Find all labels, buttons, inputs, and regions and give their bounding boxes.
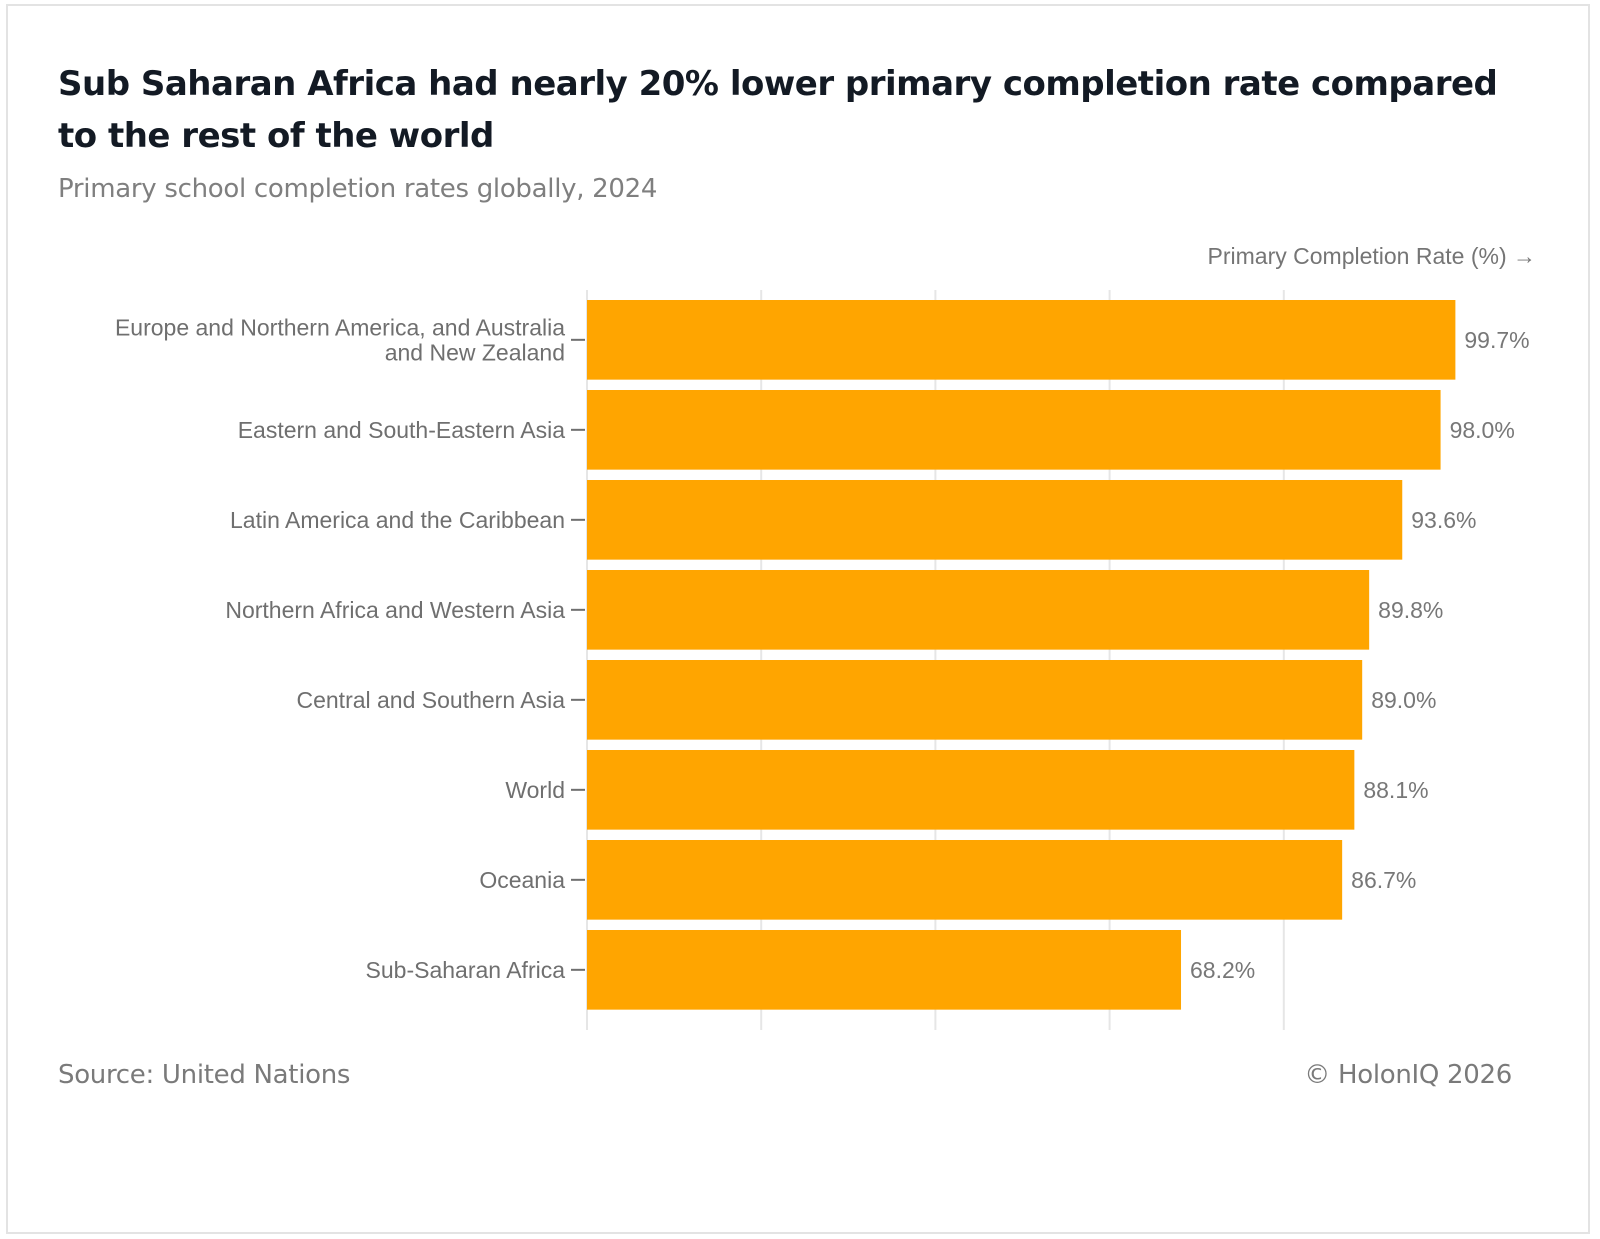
source-note: Source: United Nations [58, 1060, 351, 1090]
category-label: Latin America and the Caribbean [230, 507, 565, 533]
bar[interactable] [587, 570, 1370, 650]
category-label-line: World [505, 777, 565, 803]
data-label: 89.8% [1378, 597, 1443, 623]
category-label: Northern Africa and Western Asia [225, 597, 565, 623]
bar[interactable] [587, 750, 1355, 830]
category-label-line: Central and Southern Asia [296, 687, 565, 713]
bar[interactable] [587, 480, 1403, 560]
data-labels: 99.7% 98.0% 93.6% 89.8% 89.0% 88.1% 86.7% 68.2% [1190, 327, 1530, 983]
category-label-line: Europe and Northern America, and Austral… [115, 314, 565, 340]
bars [587, 300, 1456, 1010]
data-label: 99.7% [1464, 327, 1529, 353]
bar[interactable] [587, 840, 1343, 920]
category-labels: Europe and Northern America, and Austral… [115, 314, 585, 983]
category-label: Oceania [479, 867, 565, 893]
category-label-line: Oceania [479, 867, 565, 893]
data-label: 86.7% [1351, 867, 1416, 893]
data-label: 88.1% [1363, 777, 1428, 803]
category-label-line: Northern Africa and Western Asia [225, 597, 565, 623]
category-label: Eastern and South-Eastern Asia [238, 417, 566, 443]
bar[interactable] [587, 390, 1441, 470]
category-label-line: Latin America and the Caribbean [230, 507, 565, 533]
x-axis-title: Primary Completion Rate (%) → [1208, 243, 1536, 269]
bar[interactable] [587, 300, 1456, 380]
category-label-line: and New Zealand [385, 339, 565, 365]
bar[interactable] [587, 660, 1363, 740]
category-label: Sub-Saharan Africa [366, 957, 566, 983]
data-label: 89.0% [1371, 687, 1436, 713]
bar[interactable] [587, 930, 1182, 1010]
category-label: Central and Southern Asia [296, 687, 565, 713]
copyright-note: © HolonIQ 2026 [1304, 1060, 1512, 1090]
category-label: Europe and Northern America, and Austral… [115, 314, 565, 365]
category-label-line: Eastern and South-Eastern Asia [238, 417, 566, 443]
category-label-line: Sub-Saharan Africa [366, 957, 566, 983]
chart-subtitle: Primary school completion rates globally… [58, 174, 658, 204]
data-label: 93.6% [1411, 507, 1476, 533]
category-label: World [505, 777, 565, 803]
data-label: 68.2% [1190, 957, 1255, 983]
data-label: 98.0% [1450, 417, 1515, 443]
chart-title: Sub Saharan Africa had nearly 20% lower … [58, 64, 1498, 156]
